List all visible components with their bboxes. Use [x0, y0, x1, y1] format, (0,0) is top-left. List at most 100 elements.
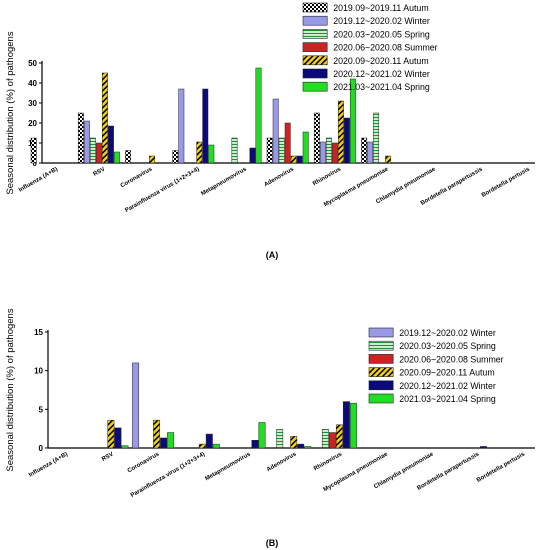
- bar-coronavirus-2020-09-2020-11-autum: [149, 155, 156, 164]
- bar-metapneumovirus-2020-03-2020-05-spring: [231, 137, 238, 164]
- bar-metapneumovirus-2021-03-2021-04-spring: [255, 67, 262, 164]
- bar-parainfluenza-virus-1-2-3-4-2020-09-2020-11-autum: [196, 141, 203, 164]
- legend-entry: 2021.03~2021.04 Spring: [399, 394, 496, 404]
- legend-swatch: [368, 327, 394, 338]
- bar-mycoplasma-pneumoniae-2019-12-2020-02-winter: [367, 141, 374, 164]
- x-tick-label: Bordetella pertusis: [476, 451, 527, 484]
- legend-swatch: [302, 15, 328, 26]
- bar-adenovirus-2020-06-2020-08-summer: [284, 122, 291, 164]
- bar-rhinovirus-2020-03-2020-05-spring: [325, 137, 332, 164]
- legend-entry: 2021.03~2021.04 Spring: [333, 82, 430, 92]
- x-tick-label: Metapneumovirus: [204, 451, 252, 482]
- bar-adenovirus-2020-12-2021-02-winter: [296, 155, 303, 164]
- legend-entry: 2020.03~2020.05 Spring: [333, 29, 430, 39]
- bar-bordetella-parapertussis-2020-12-2021-02-winter: [480, 446, 487, 449]
- bar-adenovirus-2019-12-2020-02-winter: [272, 98, 279, 164]
- bar-coronavirus-2020-09-2020-11-autum: [153, 419, 161, 449]
- bar-mycoplasma-pneumoniae-2020-03-2020-05-spring: [373, 112, 380, 164]
- legend-swatch: [368, 340, 394, 351]
- legend-entry: 2019.09~2019.11 Autum: [333, 3, 428, 13]
- bar-metapneumovirus-2020-12-2021-02-winter: [249, 147, 256, 164]
- x-tick-label: Rhinovirus: [313, 451, 344, 472]
- x-tick-label: Rhinovirus: [312, 166, 343, 187]
- bar-rsv-2019-09-2019-11-autum: [77, 112, 84, 164]
- legend-entry: 2020.06~2020.08 Summer: [333, 43, 437, 53]
- bar-parainfluenza-virus-1-2-3-4-2019-12-2020-02-winter: [178, 88, 185, 164]
- bar-rhinovirus-2020-12-2021-02-winter: [342, 401, 350, 449]
- bar-influenza-a-b-2019-09-2019-11-autum: [30, 137, 37, 164]
- bar-mycoplasma-pneumoniae-2020-09-2020-11-autum: [385, 155, 392, 164]
- legend-entry: 2019.12~2020.02 Winter: [399, 328, 496, 338]
- bar-rsv-2020-09-2020-11-autum: [107, 419, 115, 449]
- legend-swatch: [368, 380, 394, 391]
- bar-rhinovirus-2019-12-2020-02-winter: [319, 141, 326, 164]
- bar-metapneumovirus-2021-03-2021-04-spring: [258, 422, 266, 449]
- bar-rhinovirus-2021-03-2021-04-spring: [349, 78, 356, 164]
- y-axis-label: Seasonal distribution (%) of pathogens: [5, 31, 16, 194]
- bar-parainfluenza-virus-1-2-3-4-2020-12-2021-02-winter: [205, 433, 213, 449]
- x-tick-label: Influenza (A+B): [28, 452, 69, 479]
- bar-rhinovirus-2020-03-2020-05-spring: [321, 429, 329, 449]
- legend-swatch: [368, 354, 394, 364]
- legend-swatch: [368, 367, 394, 377]
- bar-rsv-2020-03-2020-05-spring: [89, 137, 96, 164]
- bar-parainfluenza-virus-1-2-3-4-2020-12-2021-02-winter: [202, 88, 209, 164]
- bar-coronavirus-2021-03-2021-04-spring: [167, 432, 175, 449]
- bar-adenovirus-2021-03-2021-04-spring: [302, 131, 309, 164]
- panel-a-label: (A): [266, 250, 279, 260]
- bar-coronavirus-2019-12-2020-02-winter: [132, 362, 140, 449]
- legend-entry: 2020.12~2021.02 Winter: [333, 69, 430, 79]
- bar-rsv-2020-12-2021-02-winter: [107, 125, 114, 164]
- bar-adenovirus-2019-09-2019-11-autum: [266, 137, 273, 164]
- y-tick-label: 50: [28, 59, 37, 68]
- y-tick-label: 40: [28, 79, 37, 88]
- legend-entry: 2020.12~2021.02 Winter: [399, 381, 496, 391]
- bar-rhinovirus-2021-03-2021-04-spring: [349, 402, 357, 449]
- bar-rhinovirus-2020-06-2020-08-summer: [328, 432, 336, 449]
- legend-entry: 2020.09~2020.11 Autum: [399, 368, 494, 378]
- bar-rsv-2020-09-2020-11-autum: [101, 72, 108, 164]
- legend-swatch: [302, 81, 328, 92]
- bar-rhinovirus-2020-12-2021-02-winter: [343, 117, 350, 164]
- bar-parainfluenza-virus-1-2-3-4-2021-03-2021-04-spring: [212, 443, 220, 449]
- x-tick-label: RSV: [101, 452, 115, 463]
- bar-rsv-2020-12-2021-02-winter: [114, 427, 122, 449]
- legend-entry: 2020.06~2020.08 Summer: [399, 354, 503, 364]
- bar-rhinovirus-2019-09-2019-11-autum: [313, 112, 320, 164]
- bar-rhinovirus-2020-06-2020-08-summer: [331, 142, 338, 164]
- bar-mycoplasma-pneumoniae-2019-09-2019-11-autum: [361, 137, 368, 164]
- bar-rhinovirus-2020-09-2020-11-autum: [337, 100, 344, 164]
- x-tick-label: Bordetella pertusis: [481, 166, 532, 199]
- bar-metapneumovirus-2020-12-2021-02-winter: [251, 440, 259, 449]
- bar-parainfluenza-virus-1-2-3-4-2020-09-2020-11-autum: [198, 443, 206, 449]
- bar-adenovirus-2021-03-2021-04-spring: [304, 446, 312, 449]
- bar-rhinovirus-2020-09-2020-11-autum: [335, 424, 343, 449]
- y-tick-label: 5: [39, 405, 44, 414]
- y-tick-label: 20: [28, 119, 37, 128]
- bar-coronavirus-2020-12-2021-02-winter: [160, 437, 168, 449]
- x-tick-label: RSV: [93, 167, 107, 178]
- legend-entry: 2020.09~2020.11 Autum: [333, 56, 428, 66]
- legend-swatch: [302, 68, 328, 79]
- y-axis-label: Seasonal distribution (%) of pathogens: [5, 308, 16, 471]
- y-tick-label: 10: [34, 367, 43, 376]
- x-tick-label: Adenovirus: [266, 451, 298, 473]
- bar-coronavirus-2019-09-2019-11-autum: [125, 150, 132, 164]
- x-tick-label: Adenovirus: [263, 166, 295, 188]
- legend-swatch: [302, 2, 328, 13]
- legend-entry: 2019.12~2020.02 Winter: [333, 16, 430, 26]
- bar-rsv-2019-12-2020-02-winter: [83, 120, 90, 164]
- bar-parainfluenza-virus-1-2-3-4-2021-03-2021-04-spring: [208, 144, 215, 164]
- bar-adenovirus-2020-09-2020-11-autum: [290, 155, 297, 164]
- bar-rsv-2021-03-2021-04-spring: [113, 151, 120, 164]
- bar-adenovirus-2020-09-2020-11-autum: [290, 436, 298, 449]
- x-tick-label: Coronavirus: [127, 451, 161, 474]
- bar-rsv-2021-03-2021-04-spring: [121, 445, 129, 449]
- y-tick-label: 0: [33, 159, 38, 168]
- legend-swatch: [302, 29, 328, 39]
- x-tick-label: Influenza (A+B): [18, 167, 59, 194]
- legend-swatch: [302, 55, 328, 66]
- panel-b-label: (B): [266, 538, 279, 548]
- y-tick-label: 15: [34, 328, 43, 337]
